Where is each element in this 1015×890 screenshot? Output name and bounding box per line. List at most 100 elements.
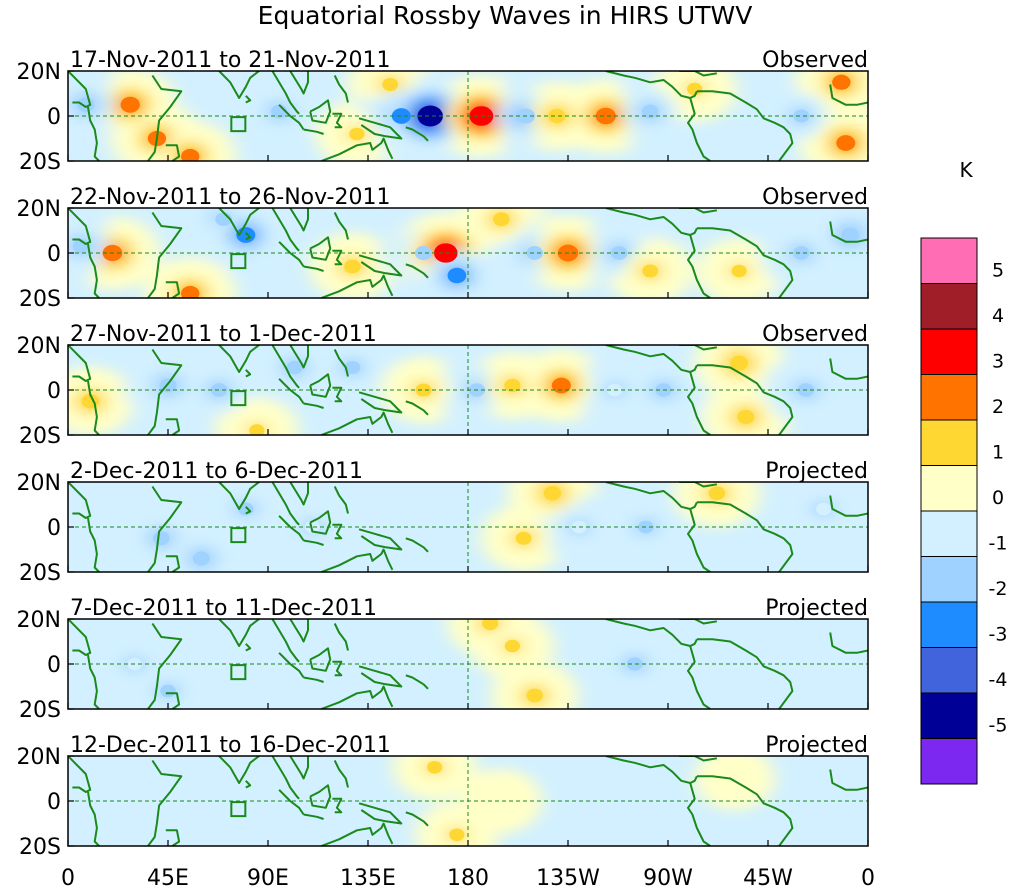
anomaly-peak xyxy=(211,383,228,397)
coastline xyxy=(278,515,305,542)
anomaly-peak xyxy=(349,127,365,141)
panel-period-label: 17-Nov-2011 to 21-Nov-2011 xyxy=(70,48,390,73)
anomaly-peak xyxy=(793,246,810,260)
anomaly-peak xyxy=(447,267,467,284)
colorbar-level-label: 1 xyxy=(992,442,1004,464)
panel-period-label: 27-Nov-2011 to 1-Dec-2011 xyxy=(70,322,377,347)
anomaly-peak xyxy=(286,360,303,375)
coastline xyxy=(278,104,305,131)
coastline xyxy=(829,84,868,106)
coastline xyxy=(332,112,343,129)
coastline xyxy=(147,74,183,161)
panel-6: 20N 0 20S 12-Dec-2011 to 16-Dec-2011 Project… xyxy=(17,733,869,860)
coastline xyxy=(245,95,252,104)
coastline xyxy=(696,501,794,572)
coastline xyxy=(605,619,698,647)
coastline xyxy=(309,236,332,261)
panel-status-label: Projected xyxy=(765,733,868,758)
coastline xyxy=(405,400,429,416)
anomaly-peak xyxy=(434,243,458,263)
coastline xyxy=(147,348,183,435)
panel-period-label: 22-Nov-2011 to 26-Nov-2011 xyxy=(70,185,390,210)
y-tick-label: 20S xyxy=(19,424,61,449)
coastline xyxy=(68,345,92,382)
coastline xyxy=(245,643,252,652)
x-tick-label: 90W xyxy=(643,866,693,890)
anomaly-peak xyxy=(153,531,170,546)
coastline xyxy=(679,619,718,625)
colorbar-swatch xyxy=(920,374,978,421)
colorbar-swatch xyxy=(920,692,978,739)
anomaly-peak xyxy=(415,383,432,397)
coastline xyxy=(271,345,300,389)
panel-period-label: 2-Dec-2011 to 6-Dec-2011 xyxy=(70,459,363,484)
y-tick-label: 20N xyxy=(17,197,61,222)
anomaly-peak xyxy=(641,104,659,119)
coastline xyxy=(405,263,429,279)
panel-5: 20N 0 20S 7-Dec-2011 to 11-Dec-2011 Projecte… xyxy=(17,596,869,723)
anomaly-peak xyxy=(610,246,628,260)
coastline xyxy=(289,71,309,95)
reference-box xyxy=(230,390,247,407)
colorbar-level-label: -5 xyxy=(989,715,1008,737)
colorbar-swatch xyxy=(920,237,978,284)
anomaly-peak xyxy=(595,107,616,125)
y-tick-label: 20N xyxy=(17,60,61,85)
coastline xyxy=(605,71,698,99)
y-tick-label: 20N xyxy=(17,608,61,633)
coastline xyxy=(218,208,260,236)
coastline xyxy=(696,638,794,709)
coastline xyxy=(303,539,324,546)
y-tick-label: 20S xyxy=(19,835,61,860)
anomaly-peak xyxy=(181,285,200,298)
coastline xyxy=(271,208,300,252)
coastline xyxy=(218,345,260,373)
colorbar-level-label: -3 xyxy=(989,624,1008,646)
coastline xyxy=(358,254,403,277)
anomaly-peak xyxy=(832,74,851,90)
coastline xyxy=(165,144,181,161)
coastline xyxy=(405,537,429,553)
coastline xyxy=(271,756,300,800)
anomaly-peak xyxy=(382,77,399,92)
panel-3: 20N 0 20S 27-Nov-2011 to 1-Dec-2011 Observed xyxy=(17,322,869,449)
coastline xyxy=(320,274,394,298)
anomaly-peak xyxy=(730,355,748,371)
coastlines xyxy=(68,71,868,161)
coastline xyxy=(679,756,718,762)
anomaly-peak xyxy=(482,619,499,631)
coastlines xyxy=(68,482,868,572)
anomaly-peak xyxy=(181,148,200,161)
anomaly-field xyxy=(68,71,868,161)
anomaly-peak xyxy=(391,108,411,124)
coastline xyxy=(245,506,252,515)
anomaly-peak xyxy=(344,360,361,375)
panel-status-label: Observed xyxy=(762,322,868,347)
anomaly-field xyxy=(68,345,849,435)
anomaly-peak xyxy=(642,264,659,278)
coastline xyxy=(289,345,309,369)
colorbar-level-label: 0 xyxy=(992,487,1004,509)
anomaly-peak xyxy=(414,245,433,261)
coastline xyxy=(303,265,324,272)
coastline xyxy=(358,117,403,140)
coastline xyxy=(147,211,183,298)
anomaly-peak xyxy=(494,794,509,808)
coastline xyxy=(87,106,100,161)
anomaly-peak xyxy=(727,772,742,785)
coastline xyxy=(309,99,332,124)
colorbar-swatch xyxy=(920,601,978,648)
x-tick-label: 0 xyxy=(861,866,875,890)
coastline xyxy=(358,391,403,414)
coastline xyxy=(605,208,698,236)
coastline xyxy=(605,482,698,510)
colorbar-level-label: 3 xyxy=(992,351,1004,373)
y-tick-label: 20S xyxy=(19,698,61,723)
anomaly-peak xyxy=(160,684,176,698)
anomaly-peak xyxy=(77,97,95,112)
coastline xyxy=(68,756,92,793)
coastline xyxy=(87,791,100,846)
panel-status-label: Projected xyxy=(765,596,868,621)
anomaly-peak xyxy=(427,760,443,774)
coastline xyxy=(829,632,868,654)
